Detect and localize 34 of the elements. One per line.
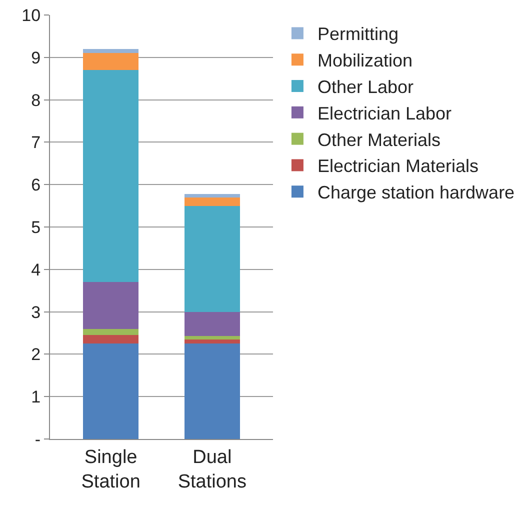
x-tick-label: Single Station	[81, 446, 140, 492]
bar	[184, 336, 240, 340]
y-tick-label: 9	[31, 48, 41, 68]
legend-label: Electrician Materials	[317, 156, 479, 176]
y-tick-label: 5	[31, 218, 41, 237]
y-tick-label: 3	[31, 302, 41, 322]
bar	[184, 344, 240, 439]
y-tick-label: 2	[31, 345, 41, 364]
bar	[82, 328, 139, 336]
y-tick-label: 4	[31, 260, 41, 280]
legend-label: Charge station hardware	[317, 182, 515, 203]
y-tick-label: 10	[22, 6, 41, 25]
y-tick-label: 7	[31, 133, 41, 152]
bar	[82, 70, 139, 282]
bar	[184, 197, 240, 206]
legend-label: Other Materials	[317, 130, 441, 150]
bar	[82, 344, 139, 439]
bar	[82, 53, 139, 70]
bar	[184, 206, 240, 312]
legend-label: Permitting	[317, 24, 398, 44]
bar	[82, 282, 139, 329]
y-tick-label: 6	[31, 176, 41, 195]
bar	[184, 194, 240, 198]
y-tick-label: 1	[31, 388, 41, 407]
y-tick-label: 8	[31, 90, 41, 110]
x-tick-label: Dual Stations	[178, 446, 247, 492]
bar	[184, 339, 240, 344]
legend-label: Other Labor	[317, 77, 414, 98]
y-tick-label: -	[34, 430, 41, 449]
bar	[82, 48, 139, 54]
bar	[82, 335, 139, 344]
legend-label: Mobilization	[317, 50, 413, 71]
legend-label: Electrician Labor	[317, 103, 452, 124]
bar	[184, 312, 240, 336]
